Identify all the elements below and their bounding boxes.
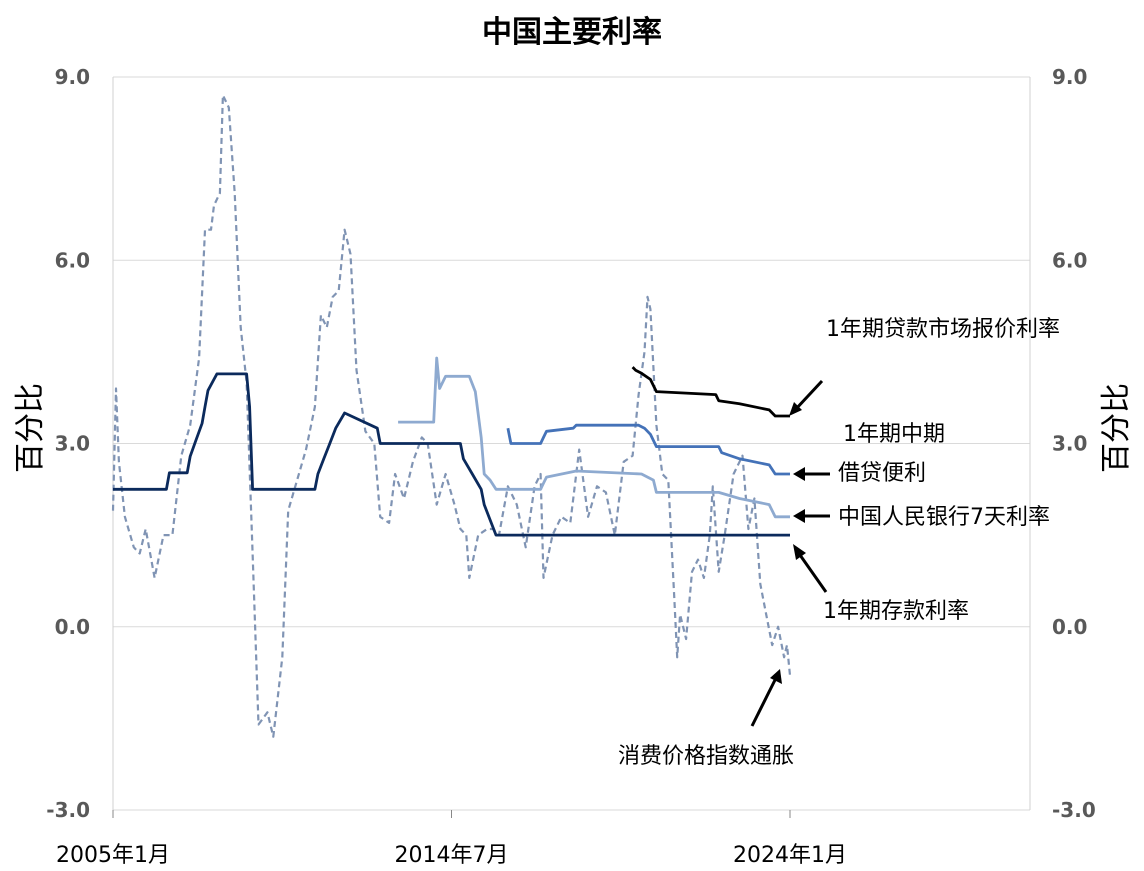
annotations: 1年期贷款市场报价利率 1年期中期 借贷便利 中国人民银行7天利率 1年期存款利… — [618, 317, 1060, 769]
series-line-1 — [398, 356, 790, 519]
x-tick-label: 2014年7月 — [395, 843, 509, 868]
gridlines — [113, 76, 1030, 811]
annotation-mlf-line2: 借贷便利 — [838, 461, 926, 486]
arrow-cpi — [750, 679, 777, 727]
series-line-4 — [111, 94, 792, 738]
annotation-lpr: 1年期贷款市场报价利率 — [826, 317, 1060, 342]
y-tick-label-right: 0.0 — [1052, 615, 1087, 639]
y-tick-label-left: 3.0 — [55, 432, 90, 456]
y-tick-label-right: -3.0 — [1052, 798, 1096, 822]
y-tick-label-left: 0.0 — [55, 615, 90, 639]
x-tick-label: 2005年1月 — [56, 843, 170, 868]
series-line-2 — [506, 423, 790, 476]
arrowhead-7day — [793, 509, 805, 523]
y-tick-label-right: 9.0 — [1052, 65, 1087, 89]
y-tick-label-left: 6.0 — [55, 248, 90, 272]
series-line-0 — [113, 372, 790, 537]
series-group — [111, 94, 792, 738]
y-tick-label-left: 9.0 — [55, 65, 90, 89]
arrowhead-deposit — [793, 544, 806, 560]
series-line-3 — [631, 366, 790, 418]
annotation-7day: 中国人民银行7天利率 — [838, 505, 1050, 530]
y-ticks-left: 9.0 6.0 3.0 0.0 -3.0 — [46, 65, 90, 822]
arrowhead-lpr — [789, 402, 802, 416]
arrow-lpr — [793, 379, 824, 412]
y-tick-label-right: 6.0 — [1052, 248, 1087, 272]
arrowhead-mlf — [793, 467, 805, 481]
annotation-mlf-line1: 1年期中期 — [843, 422, 945, 447]
y-ticks-right: 9.0 6.0 3.0 0.0 -3.0 — [1052, 65, 1096, 822]
y-tick-label-left: -3.0 — [46, 798, 90, 822]
annotation-deposit: 1年期存款利率 — [823, 599, 969, 624]
x-tick-label: 2024年1月 — [733, 843, 847, 868]
x-ticks: 2005年1月 2014年7月 2024年1月 — [56, 810, 847, 868]
arrowhead-cpi — [770, 669, 782, 684]
y-axis-title-left: 百分比 — [13, 383, 48, 473]
annotation-cpi: 消费价格指数通胀 — [618, 744, 794, 769]
y-axis-title-right: 百分比 — [1099, 383, 1134, 473]
chart-title: 中国主要利率 — [482, 15, 662, 50]
arrow-deposit — [798, 554, 828, 593]
y-tick-label-right: 3.0 — [1052, 432, 1087, 456]
axes — [112, 77, 1031, 810]
